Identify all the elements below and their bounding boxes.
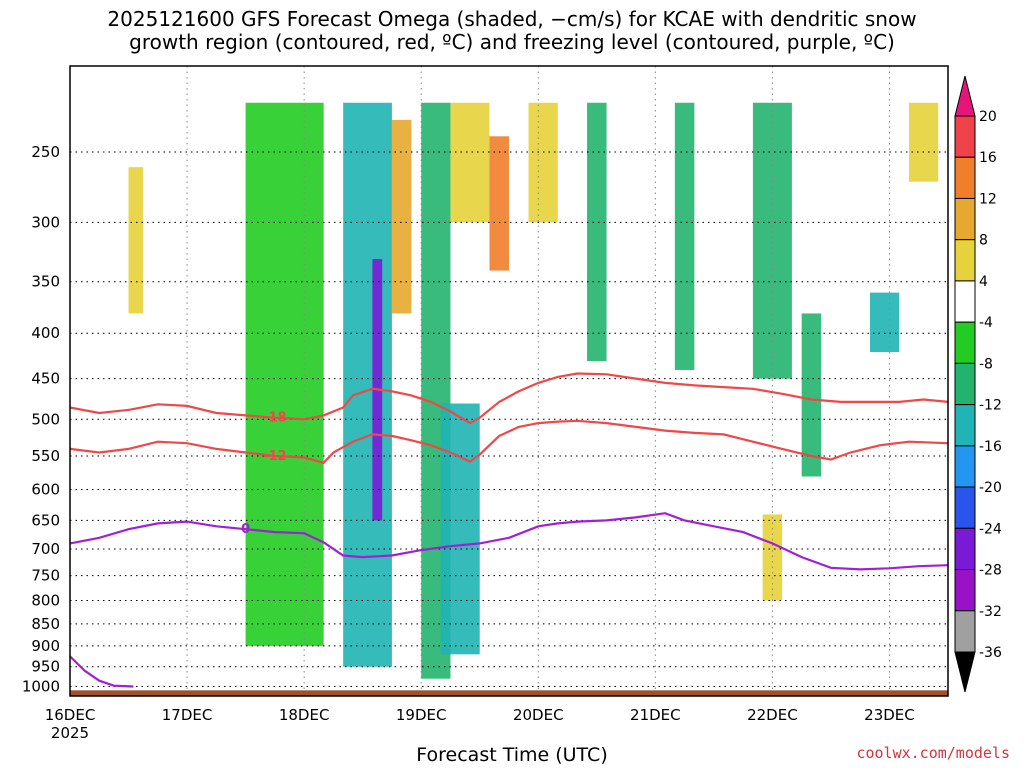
y-tick-label: 850 (31, 615, 60, 633)
contour-label: -18 (263, 411, 287, 426)
x-tick-label: 23DEC (864, 706, 915, 724)
contour-0-surface- (69, 655, 134, 688)
watermark: coolwx.com/models (856, 744, 1010, 762)
colorbar-tick-label: -36 (979, 645, 1002, 661)
colorbar-swatch (954, 569, 976, 612)
colorbar-swatch (954, 115, 976, 158)
omega-shade-region (587, 102, 607, 362)
colorbar-swatch (954, 280, 976, 323)
x-tick-label: 16DEC (45, 706, 96, 724)
colorbar-swatch (954, 362, 976, 406)
contour-label: 0 (241, 522, 250, 537)
contour--12 (69, 419, 949, 465)
omega-shade-region (343, 102, 392, 667)
omega-shade-region (450, 102, 490, 223)
terrain-band (70, 690, 948, 696)
x-tick-label: 22DEC (747, 706, 798, 724)
colorbar-tick-label: -28 (979, 563, 1002, 579)
x-tick-label: 21DEC (630, 706, 681, 724)
contours: -18 -12 0 (69, 372, 949, 688)
x-tick-label: 19DEC (396, 706, 447, 724)
y-tick-label: 600 (31, 481, 60, 499)
colorbar-tick-label: 4 (979, 274, 988, 290)
colorbar-tick-label: -20 (979, 480, 1002, 496)
omega-shade-region (245, 102, 324, 646)
omega-shade-region (674, 102, 695, 370)
x-tick-label: 18DEC (279, 706, 330, 724)
contour--18 (69, 372, 949, 425)
colorbar-swatch (954, 156, 976, 199)
colorbar-tick-label: -24 (979, 521, 1002, 537)
colorbar-tick-label: 20 (979, 109, 997, 125)
colorbar-swatch (954, 610, 976, 653)
chart-title: 2025121600 GFS Forecast Omega (shaded, −… (107, 7, 917, 54)
y-tick-label: 300 (31, 213, 60, 231)
y-tick-label: 400 (31, 324, 60, 342)
contour-label: -12 (263, 449, 287, 464)
omega-shade-region (489, 136, 509, 271)
y-tick-label: 500 (31, 410, 60, 428)
y-tick-label: 650 (31, 511, 60, 529)
y-tick-label: 750 (31, 567, 60, 585)
plot-frame (69, 65, 949, 697)
colorbar-swatch (954, 239, 976, 282)
colorbar-swatch (954, 445, 976, 488)
colorbar-tick-label: 8 (979, 233, 988, 249)
colorbar-under-triangle (954, 651, 976, 693)
colorbar-tick-label: 12 (979, 191, 997, 207)
colorbar-tick-label: -8 (979, 356, 993, 372)
colorbar-tick-label: 16 (979, 150, 997, 166)
y-tick-label: 350 (31, 273, 60, 291)
y-tick-label: 450 (31, 370, 60, 388)
colorbar: 20 16 12 8 4 -4 -8 -12 -16 -20 -24 -28 -32 -36 (954, 75, 1002, 693)
x-tick-label: 2025 (51, 724, 89, 742)
x-tick-label: 20DEC (513, 706, 564, 724)
omega-shade-region (801, 313, 822, 477)
colorbar-tick-label: -32 (979, 604, 1002, 620)
x-axis-label: Forecast Time (UTC) (416, 744, 608, 766)
colorbar-tick-label: -12 (979, 398, 1002, 414)
colorbar-swatch (954, 197, 976, 241)
colorbar-tick-label: -16 (979, 439, 1002, 455)
terrain-band (70, 690, 948, 696)
omega-shade-region (70, 102, 105, 396)
omega-shade-region (391, 119, 412, 314)
x-tick-label: 17DEC (162, 706, 213, 724)
omega-shade-region (440, 403, 480, 655)
contour-0 (69, 512, 949, 571)
colorbar-tick-label: -4 (979, 315, 993, 331)
colorbar-swatch (954, 527, 976, 571)
y-tick-label: 800 (31, 591, 60, 609)
colorbar-swatch (954, 486, 976, 529)
y-tick-label: 1000 (22, 677, 60, 695)
y-tick-label: 250 (31, 143, 60, 161)
y-tick-label: 950 (31, 658, 60, 676)
omega-shade-region (762, 514, 783, 601)
omega-shade-region (908, 102, 939, 182)
y-axis-ticks: 250 300 350 400 450 500 550 600 650 700 750 800 850 9… (22, 143, 60, 695)
y-tick-label: 900 (31, 637, 60, 655)
omega-shade-region (128, 167, 144, 314)
y-tick-label: 700 (31, 540, 60, 558)
colorbar-swatch (954, 321, 976, 364)
y-tick-label: 550 (31, 447, 60, 465)
omega-shade-region (869, 292, 900, 353)
omega-shade-region (528, 102, 558, 223)
colorbar-over-triangle (954, 75, 976, 117)
colorbar-swatch (954, 404, 976, 447)
